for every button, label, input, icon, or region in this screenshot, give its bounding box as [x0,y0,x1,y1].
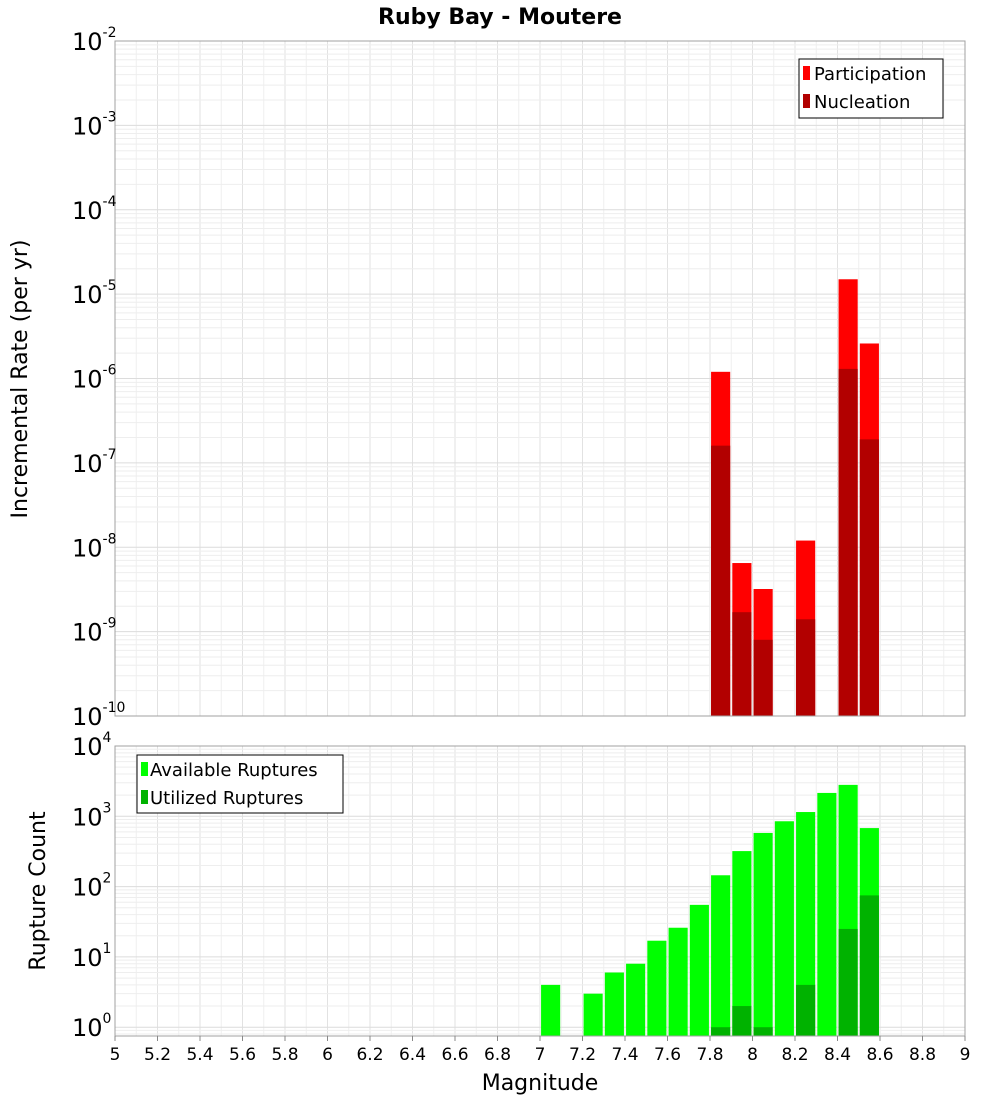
count-bar-a [753,832,773,1036]
rate-y-ticks: 10-2 10-3 10-4 10-5 10-6 10-7 10-8 10-9 10-10 [72,25,125,731]
y-tick-label: 10-8 [72,531,117,562]
x-tick-label: 7.4 [611,1045,638,1065]
rate-bar-b [838,368,858,716]
y-tick-label: 10-4 [72,194,117,225]
x-tick-label: 8.6 [866,1045,893,1065]
legend-swatch-nucleation [803,94,810,108]
rate-bar-b [711,445,731,716]
x-tick-label: 6.4 [399,1045,426,1065]
x-tick-label: 5.6 [229,1045,256,1065]
y-tick-label: 10-9 [72,616,117,647]
x-tick-label: 7.6 [654,1045,681,1065]
x-tick-label: 6.8 [484,1045,511,1065]
chart-title: Ruby Bay - Moutere [378,5,622,30]
x-axis-label: Magnitude [482,1071,599,1096]
y-tick-label: 10-3 [72,109,117,140]
x-tick-label: 7.2 [569,1045,596,1065]
count-bar-b [711,1027,731,1036]
count-bar-a [541,984,561,1036]
x-tick-label: 5.8 [271,1045,298,1065]
count-bar-a [647,940,667,1036]
x-tick-label: 8 [747,1045,758,1065]
x-tick-label: 8.2 [781,1045,808,1065]
x-tick-label: 7.8 [696,1045,723,1065]
legend-swatch-participation [803,66,810,80]
count-y-ticks: 104 103 102 101 100 [72,730,112,1042]
y-tick-label: 10-2 [72,25,117,56]
count-bar-a [711,875,731,1036]
count-bar-a [732,851,752,1036]
x-tick-label: 8.8 [909,1045,936,1065]
y-tick-label: 10-5 [72,278,117,309]
count-bars [541,784,879,1036]
rate-legend: Participation Nucleation [798,58,944,119]
rate-panel: 10-2 10-3 10-4 10-5 10-6 10-7 10-8 10-9 10-10 In… [8,25,966,731]
legend-swatch-utilized [141,790,148,804]
legend-label-nucleation: Nucleation [814,92,910,113]
rate-bar-b [732,612,752,716]
count-bar-a [689,904,709,1036]
count-bar-a [774,821,794,1036]
rate-legend-box [798,58,944,119]
legend-label-available: Available Ruptures [150,760,318,781]
y-tick-label: 104 [72,730,112,761]
x-tick-label: 6.2 [356,1045,383,1065]
rate-bars [711,279,879,716]
rate-plot-frame [114,40,966,717]
y-tick-label: 10-10 [72,700,125,731]
count-legend: Available Ruptures Utilized Ruptures [136,754,344,814]
count-bar-b [859,895,879,1036]
rate-y-axis-label: Incremental Rate (per yr) [8,240,33,519]
count-y-axis-label: Rupture Count [26,811,51,971]
count-bar-b [796,984,816,1036]
count-bar-a [796,812,816,1036]
count-bar-b [753,1027,773,1036]
count-bar-a [668,927,688,1036]
x-tick-label: 5.4 [186,1045,213,1065]
y-tick-label: 100 [72,1011,111,1042]
count-bar-a [604,972,624,1036]
rate-bar-b [796,619,816,716]
x-tick-label: 6 [322,1045,333,1065]
count-bar-a [583,993,603,1036]
count-bar-b [732,1006,752,1036]
legend-label-utilized: Utilized Ruptures [150,788,303,809]
count-bar-a [626,963,646,1036]
legend-swatch-available [141,762,148,776]
count-bar-a [817,792,837,1036]
x-tick-label: 9 [960,1045,971,1065]
x-tick-label: 5.2 [144,1045,171,1065]
x-tick-label: 8.4 [824,1045,851,1065]
count-panel: 104 103 102 101 100 Rupture Count Available … [26,730,970,1096]
y-tick-label: 10-6 [72,363,117,394]
count-legend-box [136,754,344,814]
legend-label-participation: Participation [814,64,926,85]
y-tick-label: 102 [72,871,111,902]
y-tick-label: 10-7 [72,447,117,478]
y-tick-label: 101 [72,941,111,972]
y-tick-label: 103 [72,800,111,831]
x-tick-label: 6.6 [441,1045,468,1065]
rate-bar-b [859,439,879,716]
rate-grid [115,41,965,716]
rate-bar-b [753,639,773,716]
count-bar-b [838,928,858,1036]
x-tick-label: 5 [110,1045,121,1065]
x-tick-label: 7 [535,1045,546,1065]
x-ticks: 5 5.2 5.4 5.6 5.8 6 6.2 6.4 6.6 6.8 7 7.2 7.4 7.6 7.8 8… [110,1036,971,1065]
